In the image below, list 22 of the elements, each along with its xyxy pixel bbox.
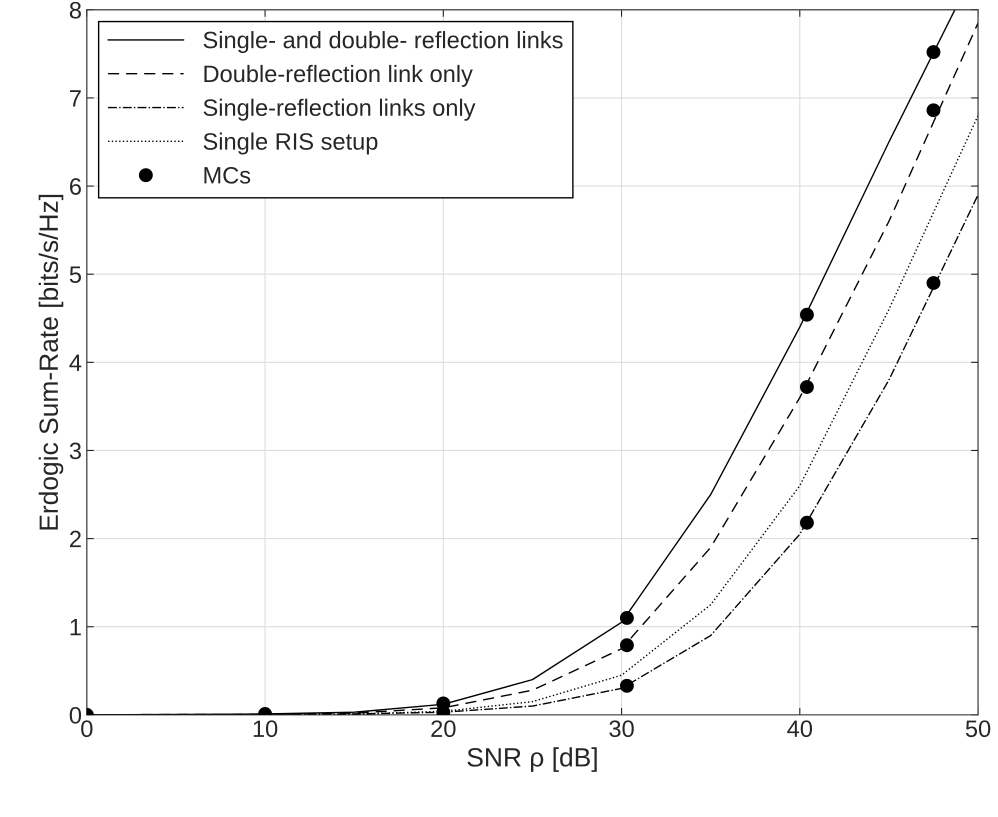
- y-tick-label: 3: [70, 442, 81, 460]
- y-tick-label: 1: [70, 619, 81, 636]
- legend-label: Single- and double- reflection links: [204, 31, 563, 54]
- x-tick-label: 10: [254, 720, 278, 738]
- y-tick-label: 6: [70, 178, 81, 195]
- x-tick-label: 50: [966, 720, 990, 738]
- x-tick-label: 40: [787, 720, 812, 738]
- legend-label: Single-reflection links only: [204, 98, 476, 121]
- x-tick-label: 0: [81, 720, 92, 738]
- x-axis-title: SNR ρ [dB]: [467, 747, 597, 772]
- legend-label: Double-reflection link only: [204, 64, 473, 87]
- legend-label: Single RIS setup: [204, 132, 378, 155]
- y-tick-label: 4: [69, 354, 82, 371]
- y-tick-label: 2: [70, 530, 81, 548]
- y-axis-title: Erdogic Sum-Rate [bits/s/Hz]: [38, 194, 64, 530]
- legend-label: MCs: [204, 166, 250, 184]
- x-tick-label: 20: [431, 720, 456, 738]
- x-tick-label: 30: [609, 720, 634, 738]
- y-tick-label: 0: [70, 706, 82, 724]
- y-tick-label: 5: [70, 266, 81, 283]
- y-tick-label: 8: [70, 2, 81, 19]
- y-tick-label: 7: [70, 90, 81, 106]
